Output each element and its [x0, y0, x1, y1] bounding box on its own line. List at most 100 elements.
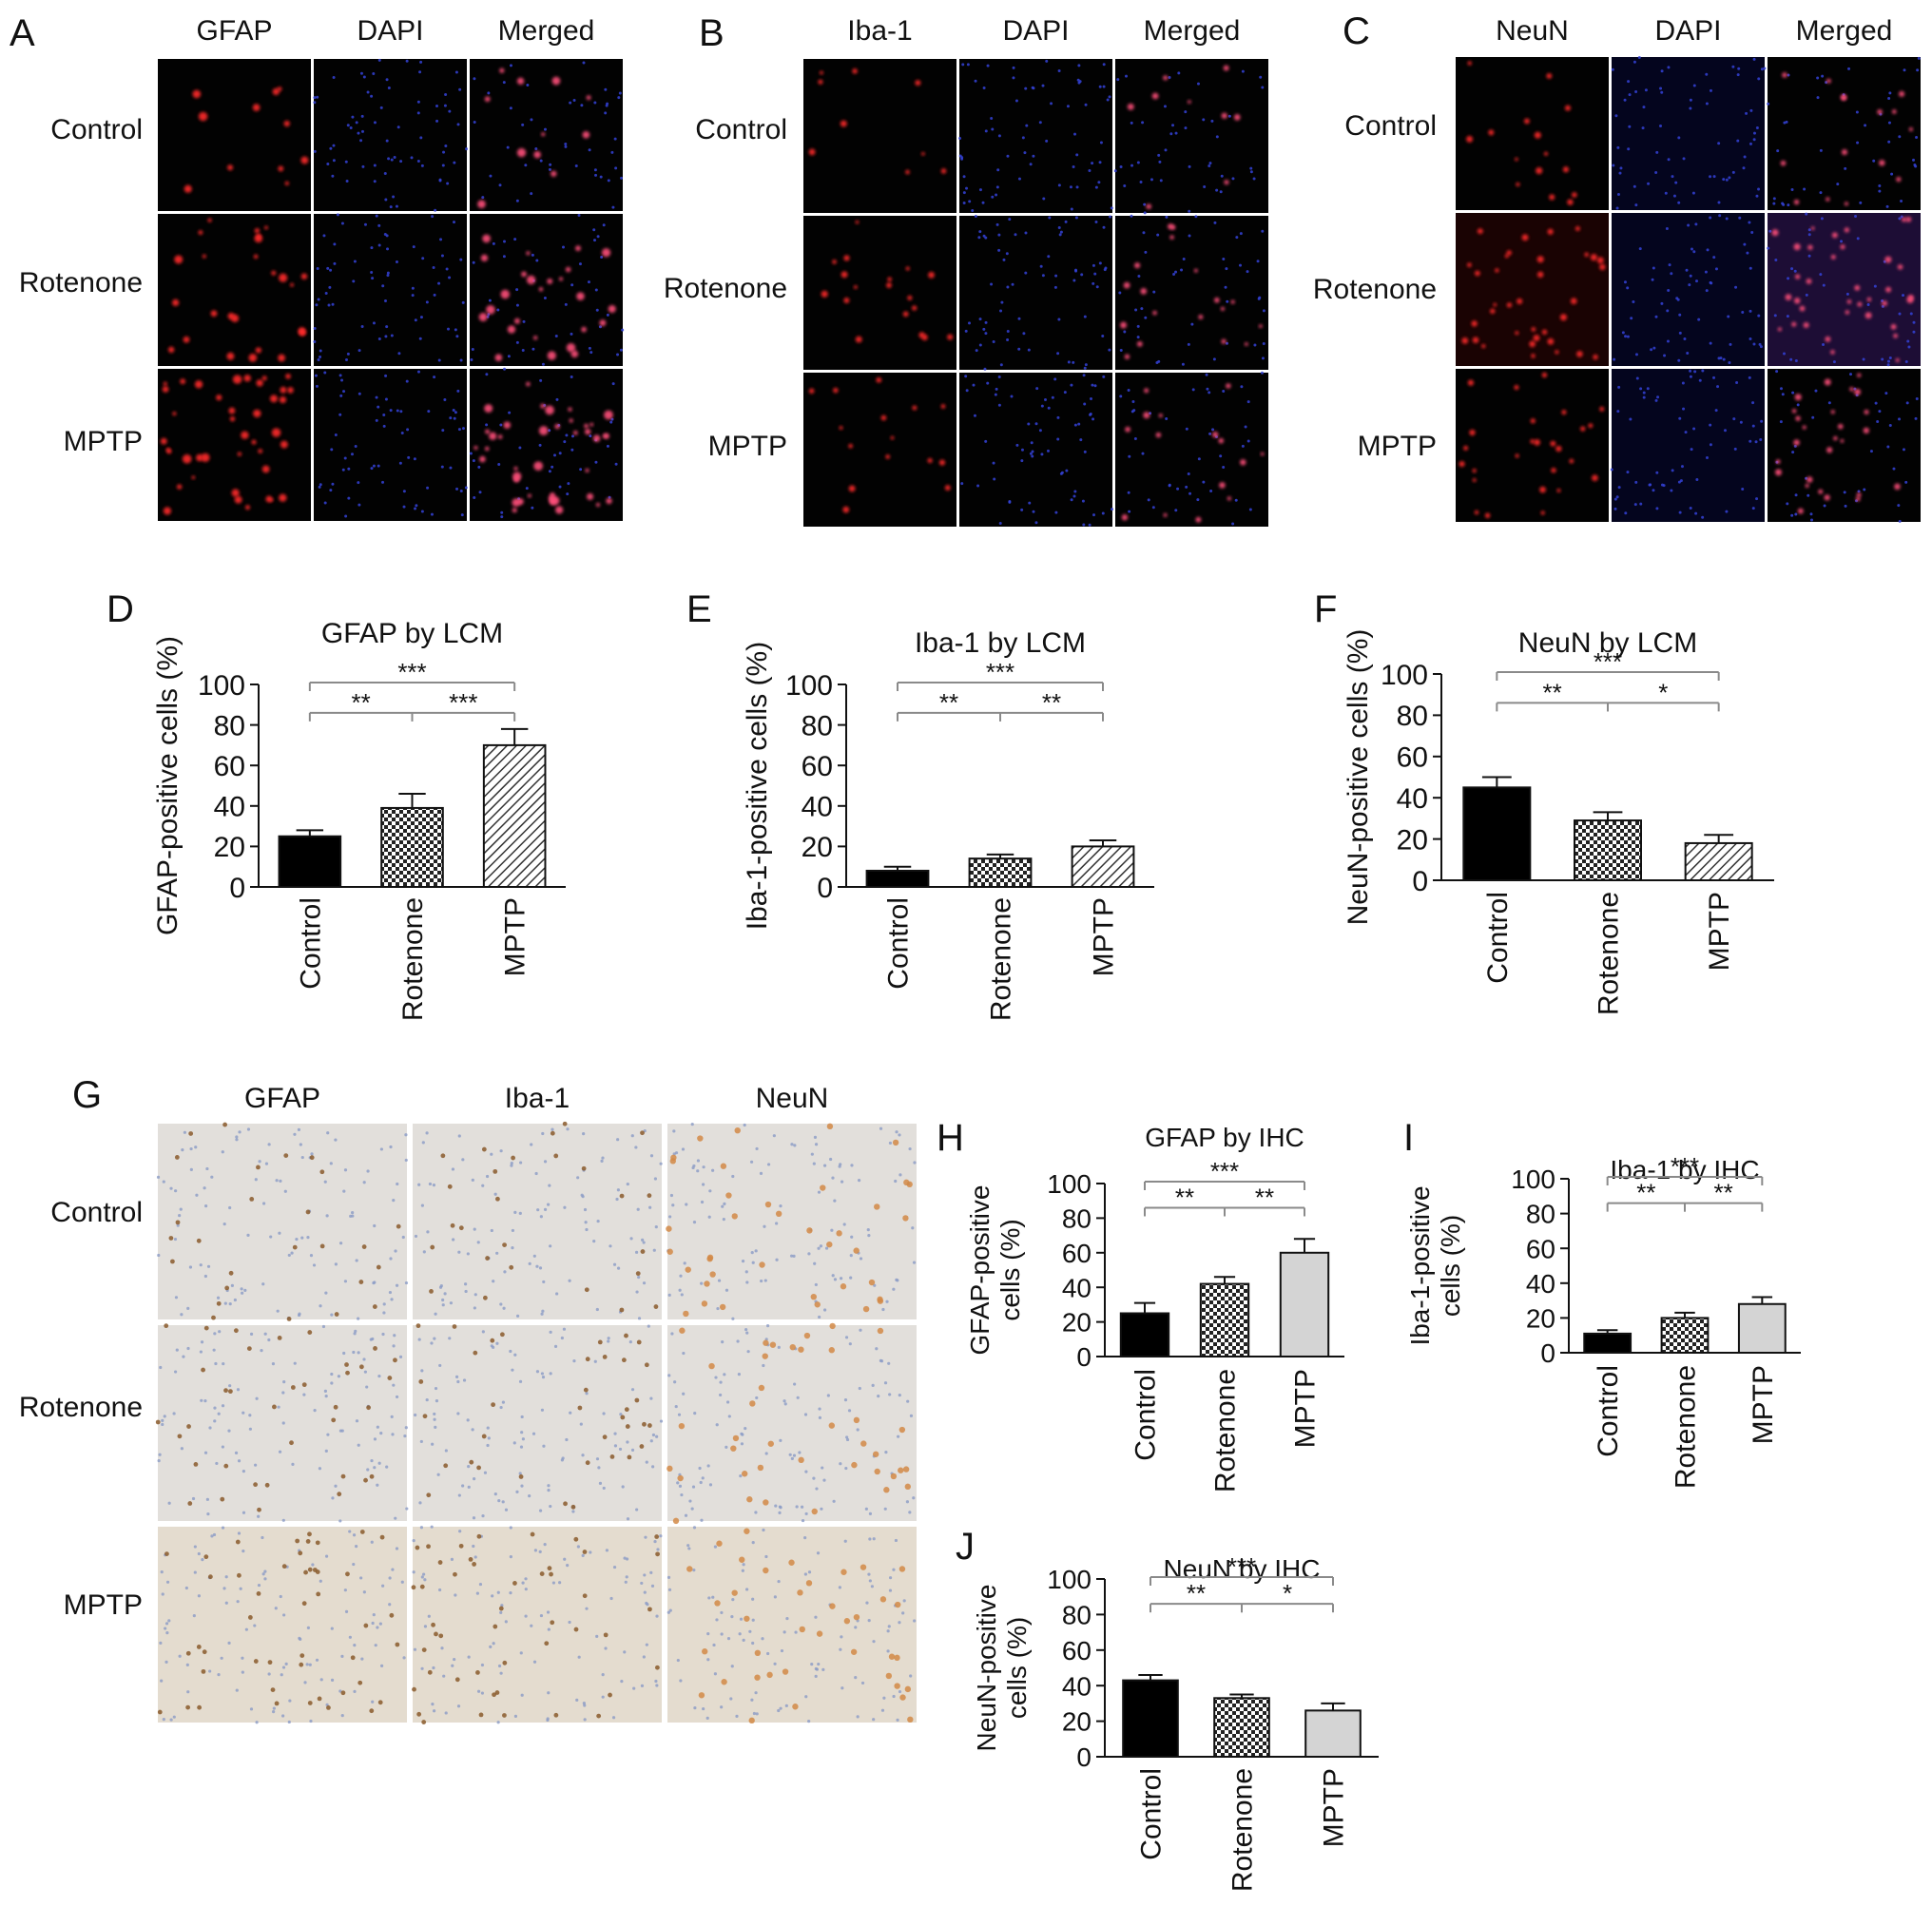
y-axis-label: cells (%): [1436, 1215, 1465, 1317]
micrograph-control-neun: [666, 1123, 917, 1320]
micrograph-mptp-merged: [469, 367, 623, 521]
panel-letter-f: F: [1314, 588, 1337, 630]
y-tick-label: 20: [1062, 1308, 1092, 1338]
y-tick-label: 40: [1062, 1671, 1092, 1701]
significance-bracket: **: [1496, 678, 1609, 712]
significance-label: ***: [986, 658, 1014, 686]
significance-bracket: ***: [1606, 1152, 1764, 1185]
row-label-mptp: MPTP: [64, 1589, 143, 1621]
significance-label: **: [939, 688, 958, 717]
significance-bracket: *: [1241, 1579, 1334, 1613]
panel-letter-i: I: [1403, 1117, 1414, 1159]
micrograph-control-merged: [1767, 56, 1921, 210]
bar-control: [1122, 1679, 1179, 1758]
significance-bracket: ***: [1150, 1552, 1334, 1586]
category-label-control: Control: [1482, 892, 1514, 984]
micrograph-mptp-neun: [667, 1526, 917, 1724]
y-tick-label: 0: [817, 873, 833, 904]
y-tick-label: 20: [1397, 824, 1428, 856]
y-tick-label: 60: [1062, 1239, 1092, 1268]
micrograph-control-dapi: [1611, 55, 1767, 210]
y-tick-label: 20: [1062, 1707, 1092, 1737]
significance-bracket: **: [1144, 1183, 1226, 1217]
y-tick-label: 100: [1047, 1169, 1092, 1199]
panel-letter-a: A: [10, 12, 35, 54]
significance-bracket: **: [1150, 1579, 1243, 1613]
category-label-mptp: MPTP: [500, 897, 531, 976]
y-tick-label: 100: [1511, 1165, 1555, 1194]
chart-layer: GFAP by LCM GFAP-positive cells (%) 0 20 40 6…: [152, 618, 1801, 1892]
category-label-control: Control: [1130, 1369, 1162, 1461]
y-tick-label: 60: [1062, 1636, 1092, 1665]
significance-bracket: **: [897, 688, 1001, 722]
micrograph-control-gfap: [158, 59, 311, 211]
row-label-mptp: MPTP: [64, 426, 143, 457]
y-axis-label: cells (%): [995, 1219, 1025, 1320]
panel-letter-h: H: [937, 1117, 964, 1159]
y-tick-label: 100: [785, 670, 833, 702]
micrograph-rotenone-dapi: [959, 215, 1112, 371]
significance-bracket: ***: [411, 688, 516, 722]
panel-letter-c: C: [1343, 10, 1370, 52]
micrograph-control-neun: [1456, 57, 1609, 210]
panel-letter-g: G: [72, 1074, 102, 1116]
micrograph-control-gfap: [156, 1122, 409, 1321]
significance-label: **: [1187, 1579, 1206, 1608]
bar-mptp: [1071, 845, 1135, 889]
row-label-control: Control: [695, 114, 787, 145]
bar-control: [278, 835, 342, 888]
y-tick-label: 60: [1397, 742, 1428, 774]
significance-bracket: ***: [1144, 1157, 1305, 1190]
chart-title: Iba-1 by LCM: [915, 627, 1086, 659]
micrograph-rotenone-neun: [667, 1322, 917, 1525]
y-tick-label: 100: [198, 670, 245, 702]
category-label-control: Control: [1136, 1768, 1168, 1860]
micrograph-mptp-iba-1: [803, 373, 956, 527]
category-label-mptp: MPTP: [1089, 897, 1120, 976]
significance-bracket: ***: [308, 658, 516, 691]
significance-label: *: [1283, 1579, 1292, 1608]
column-header-dapi: DAPI: [1002, 15, 1069, 47]
y-tick-label: 40: [1397, 783, 1428, 815]
y-axis-label: GFAP-positive cells (%): [152, 636, 184, 935]
significance-label: **: [1175, 1183, 1194, 1211]
y-tick-label: 80: [1062, 1600, 1092, 1629]
panel-letter-j: J: [956, 1526, 975, 1568]
chart-title: GFAP by LCM: [321, 618, 503, 649]
micrograph-mptp-dapi: [1610, 369, 1765, 522]
column-header-iba-1: Iba-1: [847, 15, 912, 47]
category-label-rotenone: Rotenone: [1210, 1369, 1242, 1492]
micrograph-rotenone-iba-1: [413, 1323, 664, 1521]
y-tick-label: 40: [1062, 1273, 1092, 1302]
y-tick-label: 80: [1397, 701, 1428, 732]
category-label-control: Control: [883, 897, 915, 990]
significance-label: ***: [397, 658, 426, 686]
micrograph-control-dapi: [313, 58, 469, 212]
significance-bracket: ***: [897, 658, 1104, 691]
bar-rotenone: [1213, 1697, 1270, 1759]
panel-letters: A B C G D E F H I J: [10, 10, 1414, 1568]
micrograph-control-merged: [1113, 59, 1268, 215]
significance-label: ***: [1594, 647, 1622, 676]
bar-mptp: [1279, 1251, 1330, 1358]
micrograph-rotenone-iba-1: [803, 216, 956, 370]
micrograph-rotenone-dapi: [313, 213, 467, 366]
category-label-rotenone: Rotenone: [986, 897, 1017, 1021]
micrograph-layer: GFAP DAPI Merged Control Rotenone MPTP Iba-1 DA…: [19, 15, 1921, 1724]
micrograph-rotenone-gfap: [155, 1323, 409, 1523]
column-header-merged: Merged: [498, 15, 595, 47]
y-tick-label: 80: [1526, 1200, 1555, 1229]
micrograph-mptp-neun: [1456, 369, 1609, 522]
y-tick-label: 0: [1076, 1342, 1092, 1372]
category-label-mptp: MPTP: [1704, 892, 1735, 971]
chart-d: GFAP by LCM GFAP-positive cells (%) 0 20 40 6…: [152, 618, 566, 1021]
bar-rotenone: [1660, 1317, 1710, 1355]
column-header-gfap: GFAP: [196, 15, 272, 47]
significance-bracket: **: [999, 688, 1104, 722]
y-tick-label: 60: [802, 751, 833, 782]
row-label-rotenone: Rotenone: [1313, 274, 1437, 305]
chart-title: NeuN by LCM: [1518, 627, 1697, 659]
panel-letter-b: B: [699, 12, 724, 54]
category-label-rotenone: Rotenone: [1227, 1768, 1259, 1892]
category-label-rotenone: Rotenone: [1594, 892, 1625, 1015]
